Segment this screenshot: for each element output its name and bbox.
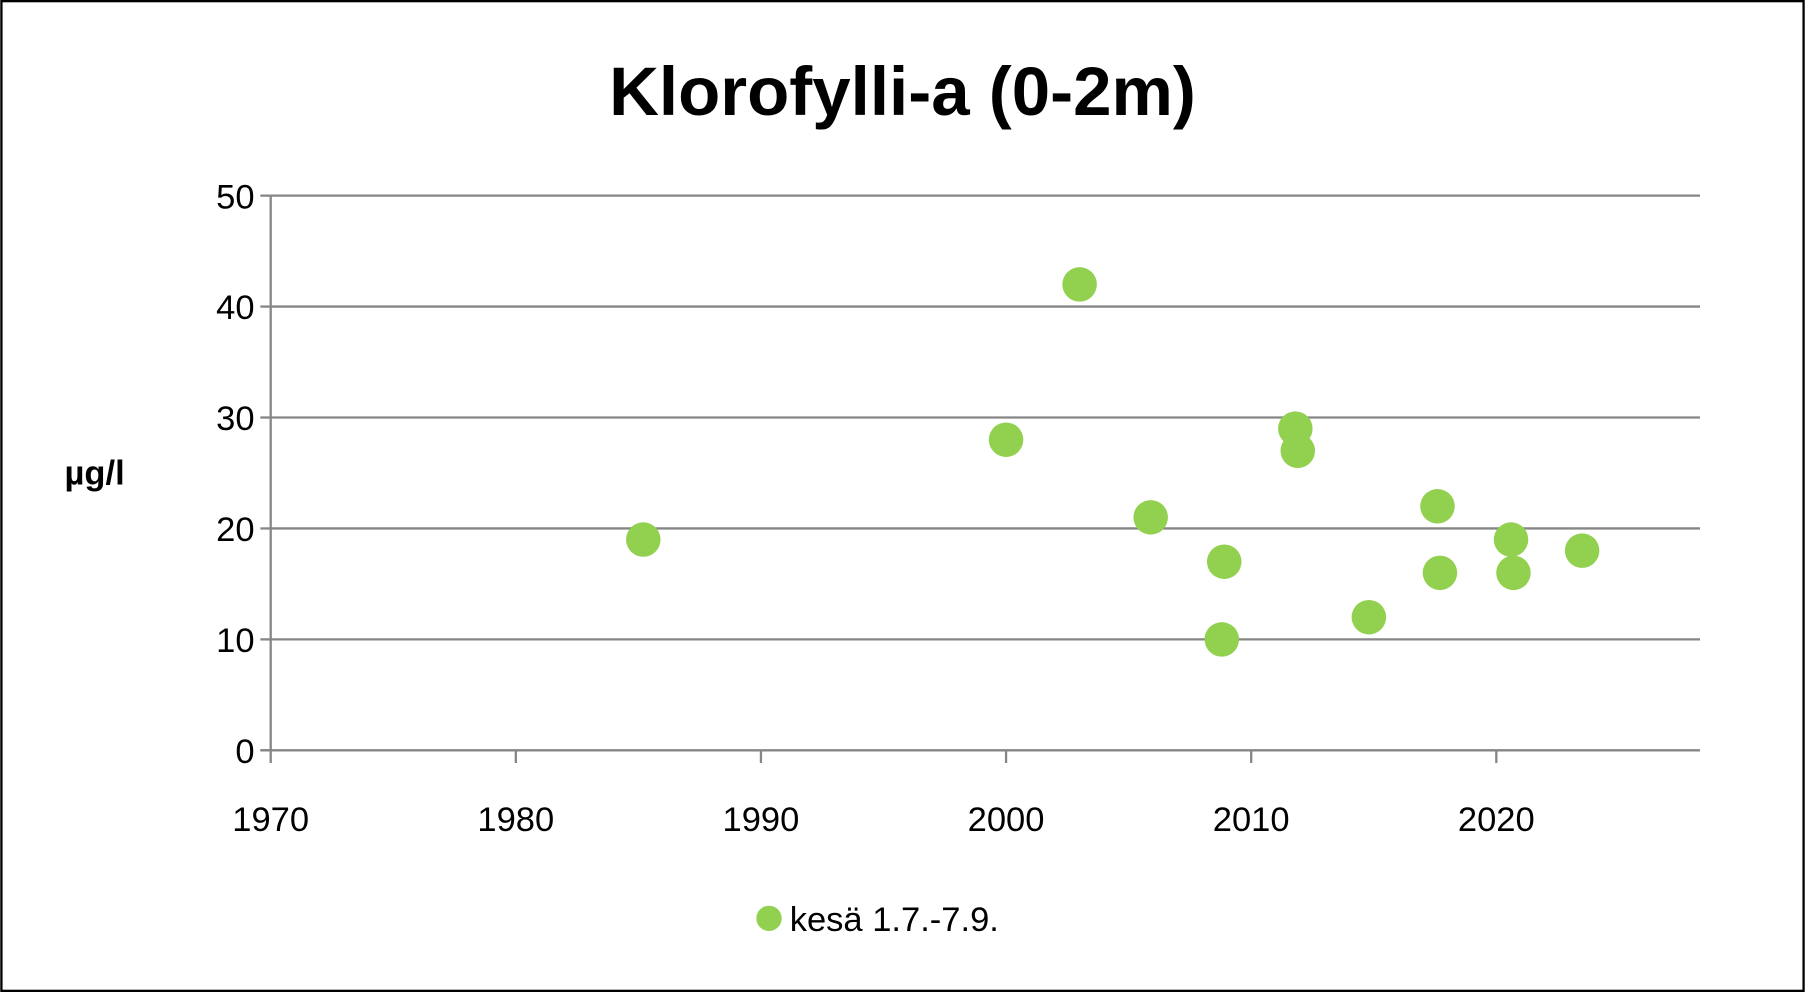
y-tick-label: 20 (216, 511, 254, 549)
x-tick-label: 2000 (968, 801, 1045, 839)
y-tick-label: 30 (216, 400, 254, 438)
y-axis-label: µg/l (65, 454, 125, 492)
y-tick-label: 0 (235, 733, 254, 771)
x-tick-label: 1970 (232, 801, 309, 839)
data-point (1351, 599, 1387, 635)
data-point (1420, 489, 1455, 524)
data-point (1206, 544, 1242, 579)
y-tick-label: 40 (216, 289, 254, 327)
x-tick-label: 1980 (477, 801, 554, 839)
data-point (988, 422, 1024, 457)
data-point (1280, 433, 1316, 469)
legend: kesä 1.7.-7.9. (756, 901, 999, 939)
data-point (1422, 555, 1458, 591)
data-point (1564, 533, 1600, 568)
data-point (1493, 522, 1529, 557)
data-point (1204, 622, 1240, 657)
axes (260, 194, 1701, 763)
y-tick-label: 50 (216, 178, 254, 216)
data-point (1133, 500, 1168, 535)
y-tick-label: 10 (216, 622, 254, 660)
data-point (626, 522, 661, 557)
chart-title: Klorofylli-a (0-2m) (609, 52, 1196, 130)
legend-label: kesä 1.7.-7.9. (790, 901, 999, 939)
data-point (1062, 267, 1097, 302)
x-tick-label: 2020 (1458, 801, 1535, 839)
gridlines (270, 194, 1701, 641)
data-points (626, 267, 1600, 657)
x-tick-label: 1990 (723, 801, 800, 839)
data-point (1496, 555, 1531, 591)
tick-labels: 0 10 20 30 40 50 1970 1980 1990 2000 2010 2020 (216, 178, 1535, 839)
legend-marker (756, 905, 782, 932)
x-tick-label: 2010 (1213, 801, 1290, 839)
